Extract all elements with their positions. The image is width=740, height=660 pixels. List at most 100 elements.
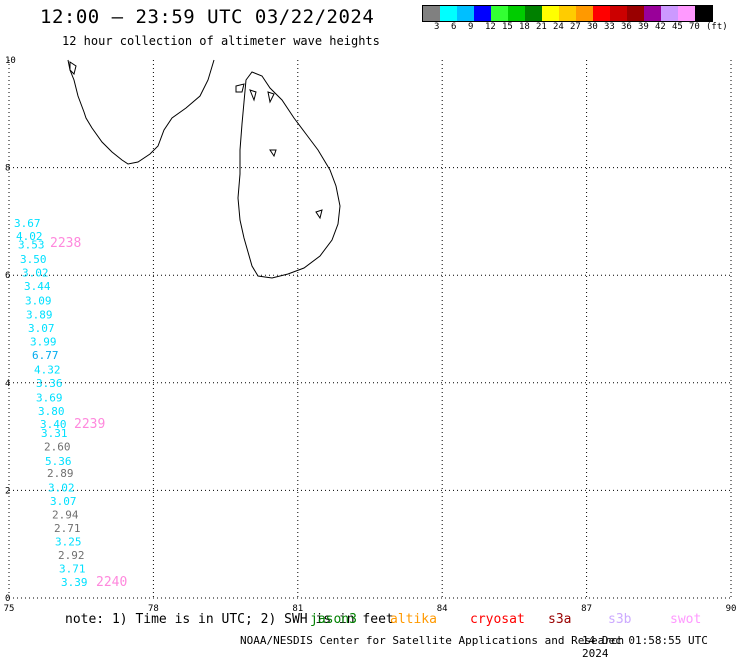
swh-value: 3.50 (20, 253, 47, 266)
longitude-tick-label: 81 (292, 604, 303, 614)
latitude-tick-label: 0 (5, 594, 10, 604)
latitude-tick-label: 6 (5, 271, 10, 281)
swh-value: 3.25 (55, 536, 82, 549)
swh-value: 3.80 (38, 405, 65, 418)
wave-height-color-scale (422, 5, 713, 22)
scale-label: 33 (604, 22, 615, 32)
pass-time-label: 2238 (50, 236, 81, 251)
pass-time-label: 2239 (74, 417, 105, 432)
scale-swatch (610, 6, 627, 21)
satellite-label-s3a: s3a (548, 612, 572, 627)
scale-label: 15 (502, 22, 513, 32)
scale-label: 30 (587, 22, 598, 32)
footnote: note: 1) Time is in UTC; 2) SWH is in fe… (65, 612, 394, 627)
scale-label: 42 (655, 22, 666, 32)
swh-value: 3.69 (36, 391, 63, 404)
scale-label: (ft) (706, 22, 728, 32)
scale-swatch (678, 6, 695, 21)
longitude-tick-label: 87 (581, 604, 592, 614)
swh-value: 3.40 (40, 418, 67, 431)
swh-value: 3.07 (28, 322, 55, 335)
swh-value: 3.99 (30, 335, 57, 348)
swh-value: 3.07 (50, 495, 77, 508)
scale-swatch (627, 6, 644, 21)
scale-swatch (542, 6, 559, 21)
scale-swatch (661, 6, 678, 21)
swh-value: 3.31 (41, 427, 68, 440)
swh-value: 2.89 (47, 467, 74, 480)
swh-value: 2.94 (52, 509, 79, 522)
swh-value: 5.36 (45, 455, 72, 468)
scale-label: 27 (570, 22, 581, 32)
sri-lanka-coastline (237, 71, 341, 279)
longitude-tick-label: 90 (726, 604, 737, 614)
satellite-label-jason3: jason3 (310, 612, 357, 627)
scale-swatch (457, 6, 474, 21)
swh-value: 6.77 (32, 349, 59, 362)
scale-swatch (491, 6, 508, 21)
map-title: 12:00 – 23:59 UTC 03/22/2024 (40, 6, 375, 28)
swh-value: 3.53 (18, 239, 45, 252)
lat-lon-grid (8, 60, 732, 599)
scale-label: 36 (621, 22, 632, 32)
india-islet (69, 61, 77, 75)
satellite-label-s3b: s3b (608, 612, 632, 627)
scale-swatch (508, 6, 525, 21)
swh-value: 4.02 (16, 230, 43, 243)
scale-swatch (593, 6, 610, 21)
scale-swatch (695, 6, 712, 21)
latitude-tick-label: 2 (5, 486, 10, 496)
swh-value: 3.02 (48, 482, 75, 495)
swh-value: 3.89 (26, 308, 53, 321)
swh-value: 2.60 (44, 440, 71, 453)
map-subtitle: 12 hour collection of altimeter wave hei… (62, 34, 380, 48)
swh-value: 3.09 (25, 294, 52, 307)
swh-value: 2.71 (54, 522, 81, 535)
coastline (67, 59, 341, 279)
swh-value: 3.67 (14, 217, 41, 230)
swh-value: 4.32 (34, 363, 61, 376)
scale-label: 12 (485, 22, 496, 32)
scale-swatch (559, 6, 576, 21)
wave-height-observations: 3.674.023.533.503.023.443.093.893.073.99… (14, 217, 127, 590)
scale-label: 21 (536, 22, 547, 32)
longitude-tick-label: 75 (4, 604, 15, 614)
scale-label: 3 (434, 22, 440, 32)
satellite-label-swot: swot (670, 612, 702, 627)
scale-label: 70 (689, 22, 700, 32)
latitude-tick-label: 4 (5, 379, 10, 389)
scale-label: 45 (672, 22, 683, 32)
coastal-lagoons (269, 149, 323, 220)
scale-swatch (525, 6, 542, 21)
scale-swatch (576, 6, 593, 21)
longitude-tick-label: 84 (437, 604, 448, 614)
scale-label: 18 (519, 22, 530, 32)
swh-value: 2.92 (58, 549, 85, 562)
pass-time-label: 2240 (96, 575, 127, 590)
swh-value: 3.71 (59, 562, 86, 575)
india-coastline (67, 59, 215, 165)
scale-swatch (474, 6, 491, 21)
generation-timestamp: 14 Dec 01:58:55 UTC 2024 (582, 634, 708, 660)
swh-value: 3.36 (36, 377, 63, 390)
scale-swatch (644, 6, 661, 21)
scale-swatch (423, 6, 440, 21)
scale-label: 6 (451, 22, 457, 32)
swh-value: 3.44 (24, 280, 51, 293)
color-scale-labels: 3 6 9 12 15 18 21 24 27 30 33 36 39 42 45 70 (ft) (422, 22, 740, 34)
scale-label: 39 (638, 22, 649, 32)
latitude-tick-label: 10 (5, 56, 16, 66)
credit-line: NOAA/NESDIS Center for Satellite Applica… (240, 634, 625, 647)
jaffna-islets (235, 83, 275, 104)
scale-swatch (440, 6, 457, 21)
scale-label: 9 (468, 22, 474, 32)
scale-label: 24 (553, 22, 564, 32)
satellite-label-altika: altika (390, 612, 437, 627)
swh-value: 3.02 (22, 267, 49, 280)
axis-tick-labels: 75 78 81 84 87 90 0 2 4 6 8 10 (4, 56, 737, 614)
swh-value: 3.39 (61, 576, 88, 589)
satellite-label-cryosat: cryosat (470, 612, 525, 627)
longitude-tick-label: 78 (148, 604, 159, 614)
latitude-tick-label: 8 (5, 164, 10, 174)
